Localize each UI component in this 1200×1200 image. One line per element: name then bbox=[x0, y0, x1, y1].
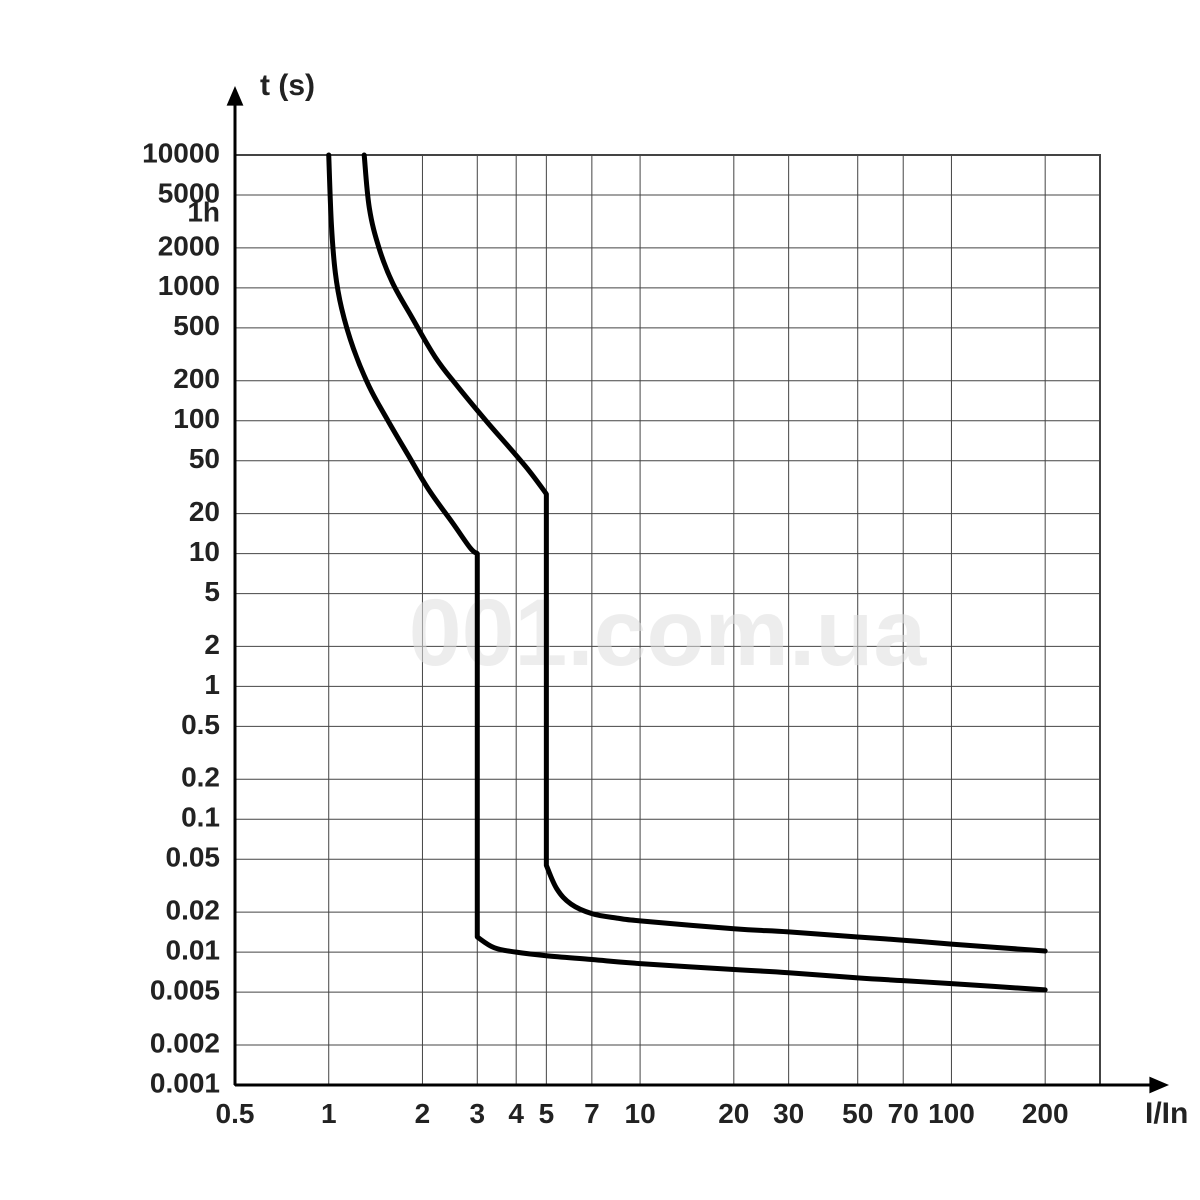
svg-text:10: 10 bbox=[189, 536, 220, 567]
svg-text:1000: 1000 bbox=[158, 270, 220, 301]
trip-curve-chart: 001.com.ua 0.001 0.002 0.005 0.01 0.02 0.05 0.… bbox=[0, 0, 1200, 1200]
svg-text:0.1: 0.1 bbox=[181, 802, 220, 833]
svg-text:4: 4 bbox=[508, 1098, 524, 1129]
svg-text:0.005: 0.005 bbox=[150, 975, 220, 1006]
svg-text:7: 7 bbox=[584, 1098, 600, 1129]
svg-text:200: 200 bbox=[173, 363, 220, 394]
svg-text:0.5: 0.5 bbox=[216, 1098, 255, 1129]
svg-text:500: 500 bbox=[173, 310, 220, 341]
svg-text:0.001: 0.001 bbox=[150, 1067, 220, 1098]
svg-text:50: 50 bbox=[189, 443, 220, 474]
svg-text:0.002: 0.002 bbox=[150, 1027, 220, 1058]
svg-text:10000: 10000 bbox=[142, 137, 220, 168]
svg-text:70: 70 bbox=[888, 1098, 919, 1129]
svg-text:20: 20 bbox=[718, 1098, 749, 1129]
svg-text:t (s): t (s) bbox=[260, 69, 315, 102]
svg-text:0.2: 0.2 bbox=[181, 762, 220, 793]
svg-text:2: 2 bbox=[204, 629, 220, 660]
svg-text:2000: 2000 bbox=[158, 230, 220, 261]
svg-text:0.02: 0.02 bbox=[166, 895, 221, 926]
svg-text:0.01: 0.01 bbox=[166, 935, 221, 966]
svg-text:0.5: 0.5 bbox=[181, 709, 220, 740]
svg-text:30: 30 bbox=[773, 1098, 804, 1129]
svg-text:50: 50 bbox=[842, 1098, 873, 1129]
svg-text:200: 200 bbox=[1022, 1098, 1069, 1129]
svg-text:001.com.ua: 001.com.ua bbox=[409, 580, 928, 686]
svg-text:5: 5 bbox=[539, 1098, 555, 1129]
svg-text:0.05: 0.05 bbox=[166, 842, 221, 873]
svg-text:20: 20 bbox=[189, 496, 220, 527]
svg-text:I/In: I/In bbox=[1145, 1097, 1188, 1130]
svg-text:100: 100 bbox=[173, 403, 220, 434]
svg-text:2: 2 bbox=[415, 1098, 431, 1129]
svg-text:5000: 5000 bbox=[158, 177, 220, 208]
svg-text:5: 5 bbox=[204, 576, 220, 607]
svg-text:100: 100 bbox=[928, 1098, 975, 1129]
svg-text:10: 10 bbox=[625, 1098, 656, 1129]
svg-text:1: 1 bbox=[204, 669, 220, 700]
svg-text:1: 1 bbox=[321, 1098, 337, 1129]
svg-text:3: 3 bbox=[469, 1098, 485, 1129]
